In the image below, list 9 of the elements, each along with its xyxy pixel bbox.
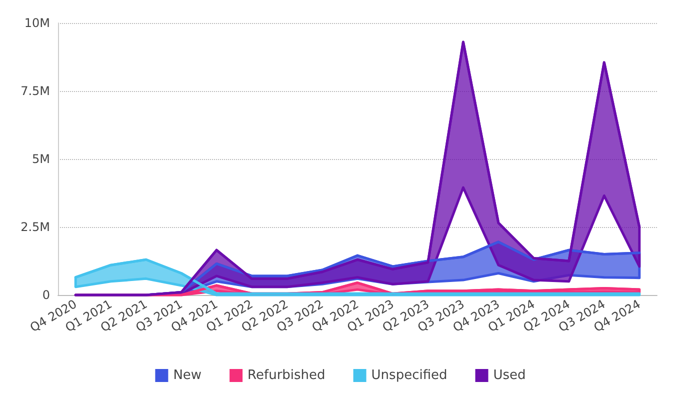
y-tick-label: 2.5M bbox=[20, 220, 50, 234]
legend-label: Used bbox=[493, 368, 526, 383]
y-tick-label: 0 bbox=[42, 288, 50, 302]
y-tick-label: 10M bbox=[24, 16, 50, 30]
legend-label: Unspecified bbox=[371, 368, 448, 383]
y-tick-label: 5M bbox=[32, 152, 50, 166]
y-tick-label: 7.5M bbox=[20, 84, 50, 98]
legend-label: New bbox=[173, 368, 202, 383]
legend-label: Refurbished bbox=[248, 368, 326, 383]
